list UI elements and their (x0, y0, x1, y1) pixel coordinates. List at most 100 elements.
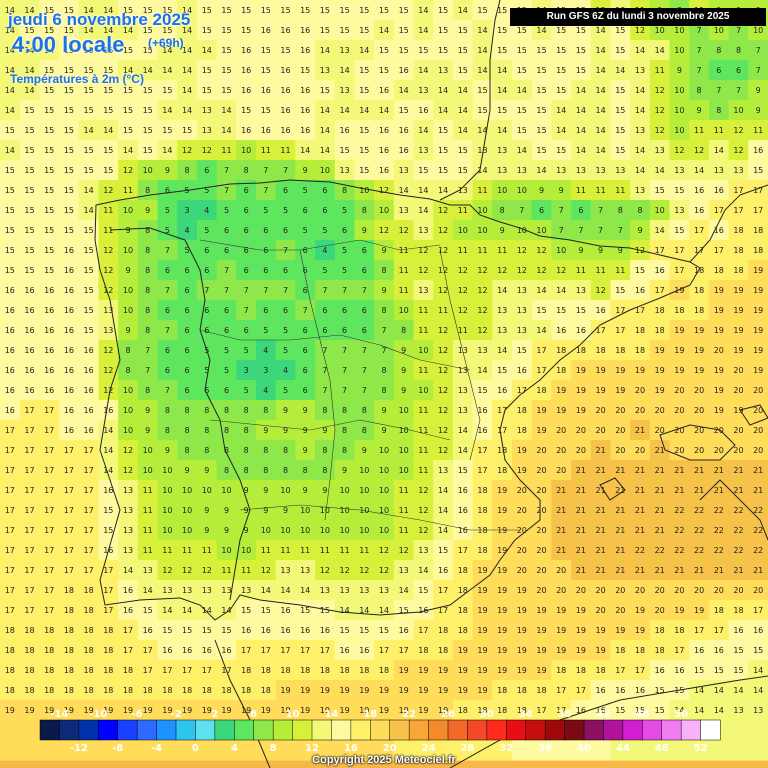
temperature-value: 15 (44, 126, 54, 135)
temperature-value: 10 (477, 226, 487, 235)
temperature-cell (19, 300, 40, 321)
temperature-value: 15 (576, 306, 586, 315)
temperature-value: 14 (477, 126, 487, 135)
temperature-cell (354, 80, 375, 101)
temperature-cell (354, 240, 375, 261)
temperature-value: 5 (224, 206, 229, 215)
temperature-value: 17 (714, 206, 724, 215)
temperature-cell (512, 180, 533, 201)
temperature-value: 15 (418, 166, 428, 175)
temperature-value: 15 (64, 86, 74, 95)
temperature-cell (413, 320, 434, 341)
temperature-cell (98, 360, 119, 381)
temperature-value: 15 (44, 106, 54, 115)
legend-upper-label: 22 (402, 709, 416, 720)
temperature-cell (137, 240, 159, 261)
temperature-cell (196, 280, 218, 301)
temperature-value: 15 (556, 306, 566, 315)
temperature-cell (256, 0, 277, 21)
temperature-value: 14 (576, 146, 586, 155)
temperature-cell (236, 20, 257, 41)
temperature-value: 16 (655, 666, 665, 675)
temperature-value: 20 (694, 406, 704, 415)
temperature-cell (630, 160, 651, 181)
temperature-value: 8 (185, 426, 190, 435)
temperature-value: 16 (674, 666, 684, 675)
temperature-cell (393, 0, 415, 21)
temperature-value: 14 (84, 126, 94, 135)
temperature-cell (472, 0, 493, 21)
temperature-value: 5 (342, 246, 347, 255)
temperature-cell (334, 260, 356, 281)
temperature-cell (0, 20, 21, 41)
temperature-value: 14 (596, 46, 606, 55)
temperature-value: 5 (303, 226, 308, 235)
temperature-cell (275, 40, 296, 61)
temperature-cell (19, 0, 40, 21)
temperature-cell (630, 340, 651, 361)
temperature-cell (59, 80, 80, 101)
temperature-cell (374, 140, 395, 161)
temperature-value: 10 (379, 206, 389, 215)
temperature-value: 17 (64, 506, 74, 515)
temperature-value: 19 (497, 626, 507, 635)
temperature-value: 11 (359, 546, 369, 555)
temperature-cell (374, 20, 395, 41)
temperature-value: 19 (418, 706, 428, 715)
temperature-value: 15 (576, 26, 586, 35)
temperature-value: 7 (145, 346, 150, 355)
temperature-cell (137, 0, 159, 21)
temperature-value: 13 (458, 386, 468, 395)
temperature-value: 14 (300, 146, 310, 155)
temperature-value: 15 (202, 66, 212, 75)
temperature-cell (393, 360, 415, 381)
temperature-value: 14 (5, 146, 15, 155)
temperature-value: 22 (674, 506, 684, 515)
temperature-value: 11 (576, 186, 586, 195)
temperature-cell (196, 360, 218, 381)
temperature-value: 20 (733, 426, 743, 435)
temperature-value: 19 (477, 646, 487, 655)
temperature-value: 14 (497, 126, 507, 135)
temperature-value: 14 (596, 86, 606, 95)
temperature-cell (393, 380, 415, 401)
temperature-cell (393, 240, 415, 261)
temperature-cell (531, 380, 552, 401)
temperature-value: 14 (182, 106, 192, 115)
temperature-value: 11 (458, 206, 468, 215)
temperature-value: 10 (359, 486, 369, 495)
temperature-value: 18 (5, 666, 15, 675)
temperature-cell (512, 80, 533, 101)
temperature-value: 20 (517, 566, 527, 575)
temperature-value: 10 (320, 166, 330, 175)
temperature-cell (39, 300, 60, 321)
temperature-value: 8 (322, 466, 327, 475)
temperature-cell (157, 120, 178, 141)
temperature-value: 20 (635, 446, 645, 455)
temperature-cell (590, 140, 612, 161)
temperature-value: 18 (64, 646, 74, 655)
temperature-value: 10 (320, 506, 330, 515)
temperature-cell (19, 320, 40, 341)
temperature-cell (118, 180, 139, 201)
temperature-value: 9 (185, 466, 190, 475)
temperature-value: 15 (438, 46, 448, 55)
temperature-cell (413, 160, 434, 181)
temperature-value: 14 (635, 146, 645, 155)
temperature-value: 12 (418, 506, 428, 515)
temperature-cell (196, 80, 218, 101)
temperature-value: 15 (44, 146, 54, 155)
temperature-value: 17 (753, 606, 763, 615)
temperature-cell (0, 720, 21, 741)
temperature-cell (590, 320, 612, 341)
temperature-value: 8 (342, 446, 347, 455)
temperature-value: 18 (418, 646, 428, 655)
temperature-value: 14 (596, 126, 606, 135)
temperature-value: 15 (44, 246, 54, 255)
temperature-cell (433, 420, 454, 441)
temperature-cell (393, 320, 415, 341)
temperature-value: 15 (438, 126, 448, 135)
temperature-value: 8 (224, 406, 229, 415)
temperature-cell (19, 340, 40, 361)
temperature-value: 9 (618, 246, 623, 255)
